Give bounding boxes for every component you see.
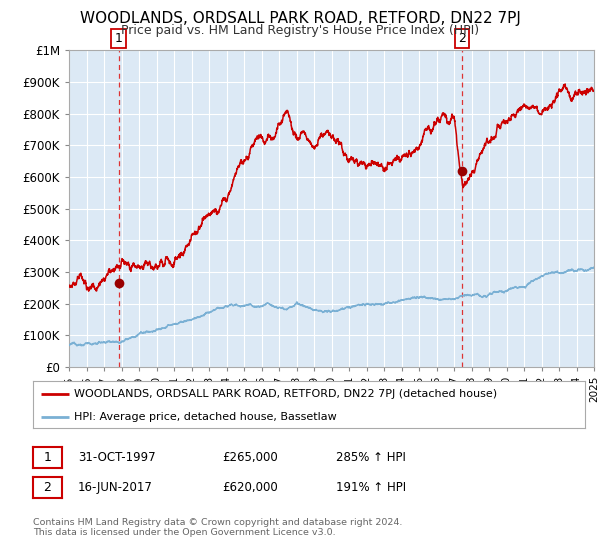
Text: 1: 1 <box>43 451 52 464</box>
Text: Contains HM Land Registry data © Crown copyright and database right 2024.
This d: Contains HM Land Registry data © Crown c… <box>33 518 403 538</box>
Text: 2: 2 <box>43 480 52 494</box>
Text: WOODLANDS, ORDSALL PARK ROAD, RETFORD, DN22 7PJ (detached house): WOODLANDS, ORDSALL PARK ROAD, RETFORD, D… <box>74 389 497 399</box>
Text: 191% ↑ HPI: 191% ↑ HPI <box>336 480 406 494</box>
Text: 2: 2 <box>458 32 466 45</box>
Text: Price paid vs. HM Land Registry's House Price Index (HPI): Price paid vs. HM Land Registry's House … <box>121 24 479 37</box>
Text: 285% ↑ HPI: 285% ↑ HPI <box>336 451 406 464</box>
Text: 31-OCT-1997: 31-OCT-1997 <box>78 451 155 464</box>
Text: HPI: Average price, detached house, Bassetlaw: HPI: Average price, detached house, Bass… <box>74 412 337 422</box>
Text: £265,000: £265,000 <box>222 451 278 464</box>
Text: 1: 1 <box>115 32 122 45</box>
Text: £620,000: £620,000 <box>222 480 278 494</box>
Text: WOODLANDS, ORDSALL PARK ROAD, RETFORD, DN22 7PJ: WOODLANDS, ORDSALL PARK ROAD, RETFORD, D… <box>80 11 520 26</box>
Text: 16-JUN-2017: 16-JUN-2017 <box>78 480 153 494</box>
